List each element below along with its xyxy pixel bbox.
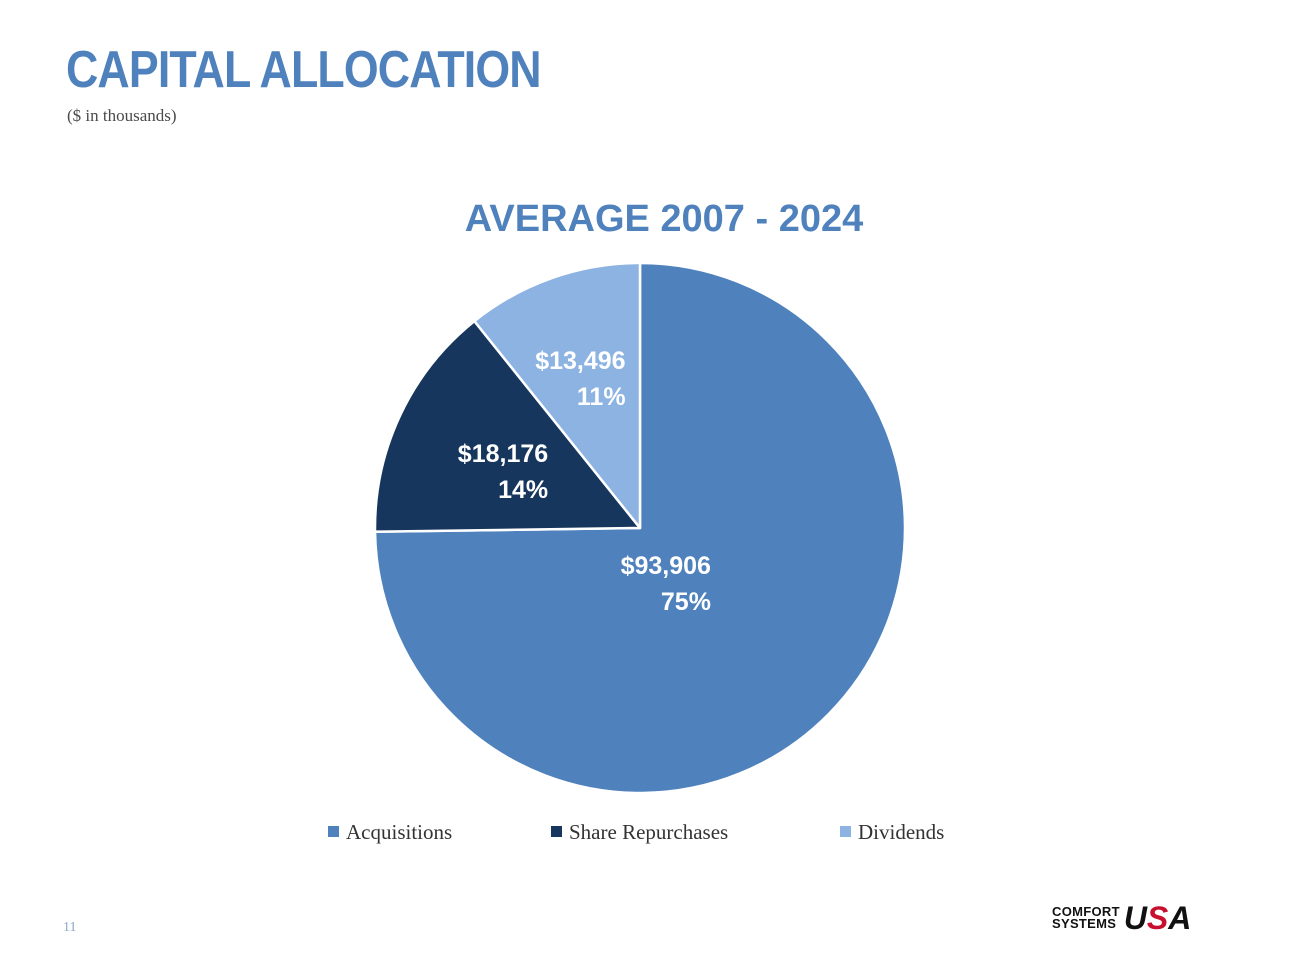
legend-swatch-acquisitions: [328, 826, 339, 837]
data-label-percent-share-repurchases: 14%: [498, 476, 548, 504]
legend-label-dividends: Dividends: [858, 820, 944, 844]
logo-line-1: COMFORT: [1052, 904, 1120, 919]
data-label-value-share-repurchases: $18,176: [458, 440, 548, 468]
page-title: CAPITAL ALLOCATION: [66, 41, 542, 99]
logo-usa-u: U: [1123, 900, 1147, 936]
page-subtitle: ($ in thousands): [67, 106, 177, 125]
page-number: 11: [63, 920, 77, 935]
pie-data-labels: $93,906 75% $18,176 14% $13,496 11%: [458, 347, 711, 616]
legend-swatch-share-repurchases: [551, 826, 562, 837]
logo-wordmark: COMFORT SYSTEMS: [1052, 904, 1120, 931]
pie-slice-dividends: [473, 261, 642, 530]
legend-swatch-dividends: [840, 826, 851, 837]
data-label-percent-acquisitions: 75%: [661, 588, 711, 616]
pie-slices: [373, 261, 907, 795]
logo-line-2: SYSTEMS: [1052, 916, 1117, 931]
legend-label-share-repurchases: Share Repurchases: [569, 820, 728, 844]
logo-usa-s: S: [1146, 900, 1169, 936]
data-label-value-dividends: $13,496: [535, 347, 625, 375]
legend-label-acquisitions: Acquisitions: [346, 820, 452, 844]
pie-slice-share-repurchases: [373, 319, 642, 533]
chart-title: AVERAGE 2007 - 2024: [465, 198, 864, 240]
logo-usa-a: A: [1168, 900, 1192, 936]
chart-legend: Acquisitions Share Repurchases Dividends: [328, 820, 944, 844]
data-label-percent-dividends: 11%: [577, 383, 626, 411]
data-label-value-acquisitions: $93,906: [621, 552, 711, 580]
